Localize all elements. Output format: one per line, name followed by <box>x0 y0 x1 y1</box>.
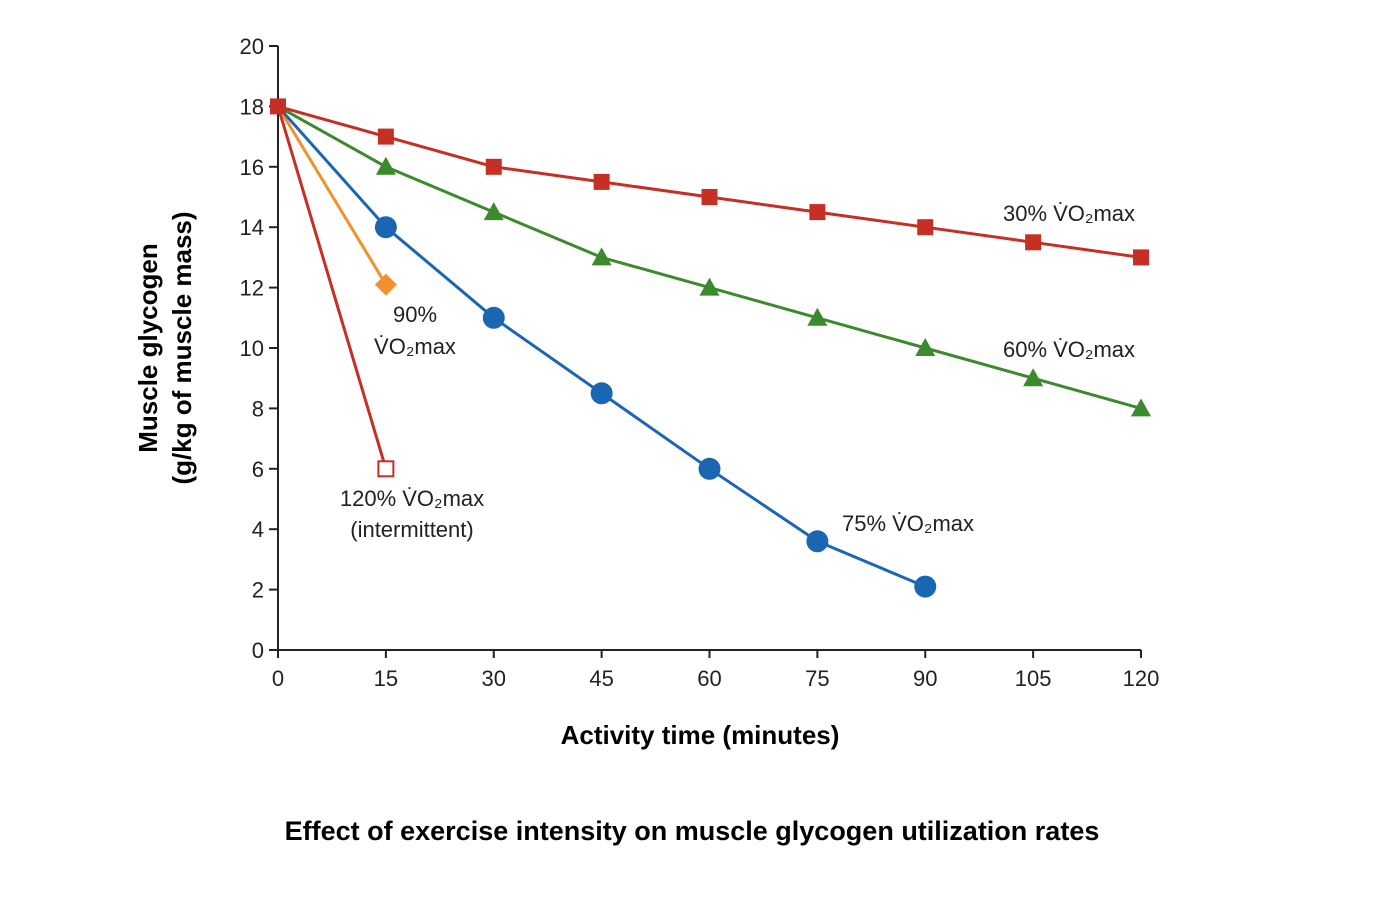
data-point-s0-7 <box>1025 234 1042 251</box>
y-tick-label: 14 <box>240 215 264 240</box>
x-axis-title: Activity time (minutes) <box>561 720 840 750</box>
data-point-s0-0 <box>270 98 286 115</box>
series-label-1: 60% V̇O₂max <box>1003 337 1135 362</box>
data-point-s1-2 <box>483 202 504 221</box>
y-tick-label: 10 <box>240 336 264 361</box>
data-point-s2-3 <box>590 382 613 405</box>
data-point-s0-8 <box>1133 249 1149 266</box>
y-tick-label: 12 <box>240 276 264 301</box>
ticks: 0 15 30 45 60 75 90 105 120 0 2 4 6 8 10 12 14 16 18 20 <box>240 34 1160 691</box>
y-tick-label: 18 <box>240 94 264 119</box>
x-tick-label: 90 <box>913 666 937 691</box>
data-point-s2-4 <box>698 457 721 480</box>
data-point-s0-3 <box>593 173 610 190</box>
data-point-s0-6 <box>917 219 934 236</box>
data-point-s1-8 <box>1131 398 1151 417</box>
data-point-s1-3 <box>591 247 612 266</box>
x-tick-label: 75 <box>805 666 829 691</box>
x-tick-label: 120 <box>1123 666 1160 691</box>
data-point-s0-1 <box>377 128 394 145</box>
y-axis-title: Muscle glycogen (g/kg of muscle mass) <box>133 211 197 484</box>
data-point-s2-1 <box>374 216 397 239</box>
series-label-3: V̇O₂max <box>374 334 456 359</box>
data-point-s0-2 <box>485 158 502 175</box>
series-label-2: 75% V̇O₂max <box>842 511 974 536</box>
data-point-s2-2 <box>482 306 505 329</box>
series-layer <box>270 98 1151 598</box>
series-label-3: 90% <box>393 302 437 327</box>
series-line-0 <box>277 104 1142 259</box>
x-tick-label: 30 <box>482 666 506 691</box>
series-label-4: (intermittent) <box>350 517 473 542</box>
data-point-s0-4 <box>701 189 718 205</box>
y-tick-label: 2 <box>252 578 264 603</box>
y-tick-label: 16 <box>240 155 264 180</box>
data-point-s1-1 <box>375 156 396 175</box>
series-line-4 <box>276 105 388 470</box>
data-point-s1-7 <box>1023 368 1044 387</box>
data-point-s1-5 <box>807 307 828 326</box>
data-point-s1-6 <box>915 338 936 356</box>
data-point-s1-4 <box>699 277 720 296</box>
x-tick-label: 105 <box>1015 666 1052 691</box>
y-tick-label: 8 <box>252 396 264 421</box>
chart-title: Effect of exercise intensity on muscle g… <box>285 816 1100 846</box>
y-tick-label: 4 <box>252 517 264 542</box>
x-tick-label: 0 <box>272 666 284 691</box>
series-line-1 <box>277 105 1142 410</box>
series-label-4: 120% V̇O₂max <box>340 486 484 511</box>
y-axis-title-line-2: (g/kg of muscle mass) <box>167 211 197 484</box>
data-point-s3-1 <box>374 273 397 296</box>
x-tick-label: 15 <box>374 666 398 691</box>
data-point-s4-1 <box>377 460 395 478</box>
data-point-s2-6 <box>914 575 937 598</box>
series-labels: 30% V̇O₂max 60% V̇O₂max 75% V̇O₂max 90% V̇O₂… <box>340 201 1135 542</box>
y-tick-label: 0 <box>252 638 264 663</box>
y-tick-label: 20 <box>240 34 264 59</box>
y-tick-label: 6 <box>252 457 264 482</box>
x-tick-label: 45 <box>589 666 613 691</box>
x-tick-label: 60 <box>697 666 721 691</box>
data-point-s2-5 <box>806 530 829 553</box>
data-point-s0-5 <box>809 204 826 221</box>
series-label-0: 30% V̇O₂max <box>1003 201 1135 226</box>
y-axis-title-line-1: Muscle glycogen <box>133 243 163 453</box>
series-line-3 <box>276 105 388 286</box>
